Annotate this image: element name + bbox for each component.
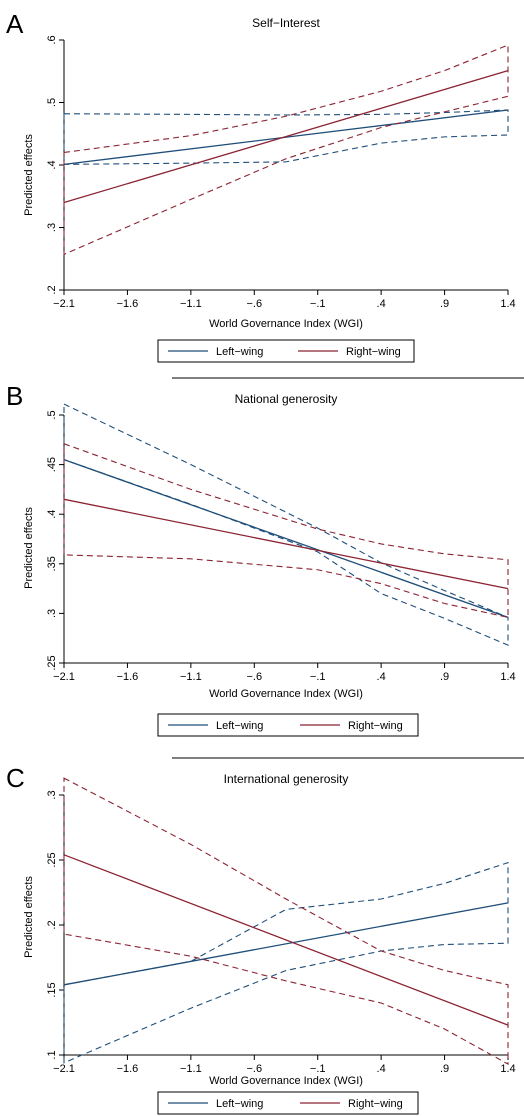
legend: Left−wing Right−wing (157, 339, 415, 363)
x-tick-label: −.1 (310, 298, 326, 310)
x-axis-label: World Governance Index (WGI) (209, 688, 363, 700)
y-tick-label: .4 (46, 160, 58, 169)
ci-band-right-wing (63, 44, 509, 256)
ci-band-right-wing (63, 442, 509, 619)
legend-label-right-wing: Right−wing (348, 1098, 403, 1110)
y-axis-label: Predicted effects (23, 507, 35, 589)
legend-box (157, 339, 415, 363)
y-tick-label: .5 (46, 98, 58, 107)
y-tick-label: .4 (46, 510, 58, 519)
y-tick-label: .6 (46, 35, 58, 44)
x-axis-label: World Governance Index (WGI) (209, 318, 363, 330)
x-tick-label: −.1 (310, 671, 326, 683)
y-tick-label: .3 (46, 790, 58, 799)
legend-label-right-wing: Right−wing (348, 720, 403, 732)
legend-label-left-wing: Left−wing (216, 720, 263, 732)
x-axis-label: World Governance Index (WGI) (209, 1075, 363, 1087)
y-tick-label: .3 (46, 223, 58, 232)
legend-label-left-wing: Left−wing (216, 346, 263, 358)
chart-title: International generosity (224, 772, 349, 786)
x-tick-label: −.6 (246, 1063, 262, 1075)
legend: Left−wing Right−wing (157, 713, 419, 737)
x-tick-label: .9 (440, 298, 449, 310)
ci-band-right-wing (63, 777, 509, 1066)
x-tick-label: −.6 (246, 298, 262, 310)
series-line-right-wing (63, 70, 509, 204)
series-line-left-wing (63, 902, 509, 986)
panel-a: A Self−Interest Predicted effects World … (6, 9, 516, 363)
x-tick-label: −1.1 (180, 298, 202, 310)
series-line-right-wing (63, 854, 509, 1026)
y-tick-label: .25 (46, 655, 58, 670)
y-tick-label: .45 (46, 457, 58, 472)
y-tick-label: .15 (46, 982, 58, 997)
series-line-left-wing (63, 459, 509, 618)
panel-c: C International generosity Predicted eff… (6, 763, 516, 1115)
x-tick-label: −1.1 (180, 1063, 202, 1075)
x-tick-label: −2.1 (53, 298, 75, 310)
ci-band-left-wing (63, 109, 509, 165)
x-tick-label: −1.6 (117, 671, 139, 683)
panel-letter: B (6, 381, 23, 411)
x-tick-label: .4 (377, 671, 386, 683)
x-tick-label: −2.1 (53, 1063, 75, 1075)
legend-box (157, 713, 419, 737)
chart-title: Self−Interest (252, 16, 320, 30)
y-axis-label: Predicted effects (23, 134, 35, 216)
ci-band-left-wing (63, 403, 509, 646)
panel-b: B National generosity Predicted effects … (6, 381, 516, 737)
x-tick-label: 1.4 (500, 671, 515, 683)
legend-label-left-wing: Left−wing (216, 1098, 263, 1110)
y-tick-label: .2 (46, 920, 58, 929)
x-tick-label: −.6 (246, 671, 262, 683)
x-tick-label: .4 (377, 298, 386, 310)
chart-title: National generosity (235, 392, 338, 406)
panel-letter: C (6, 763, 25, 793)
panel-letter: A (6, 9, 24, 39)
legend-label-right-wing: Right−wing (346, 346, 401, 358)
ci-band-left-wing (63, 861, 509, 1064)
y-tick-label: .35 (46, 556, 58, 571)
x-tick-label: −1.6 (117, 1063, 139, 1075)
x-tick-label: −1.6 (117, 298, 139, 310)
series-line-right-wing (63, 498, 509, 590)
x-tick-label: .9 (440, 671, 449, 683)
y-tick-label: .5 (46, 410, 58, 419)
x-tick-label: −1.1 (180, 671, 202, 683)
y-tick-label: .3 (46, 609, 58, 618)
legend-box (157, 1091, 419, 1115)
y-tick-label: .25 (46, 852, 58, 867)
legend: Left−wing Right−wing (157, 1091, 419, 1115)
x-tick-label: .9 (440, 1063, 449, 1075)
x-tick-label: 1.4 (500, 1063, 515, 1075)
x-tick-label: 1.4 (500, 298, 515, 310)
x-tick-label: .4 (377, 1063, 386, 1075)
y-tick-label: .2 (46, 285, 58, 294)
y-tick-label: .1 (46, 1050, 58, 1059)
y-axis-label: Predicted effects (23, 876, 35, 958)
x-tick-label: −.1 (310, 1063, 326, 1075)
x-tick-label: −2.1 (53, 671, 75, 683)
